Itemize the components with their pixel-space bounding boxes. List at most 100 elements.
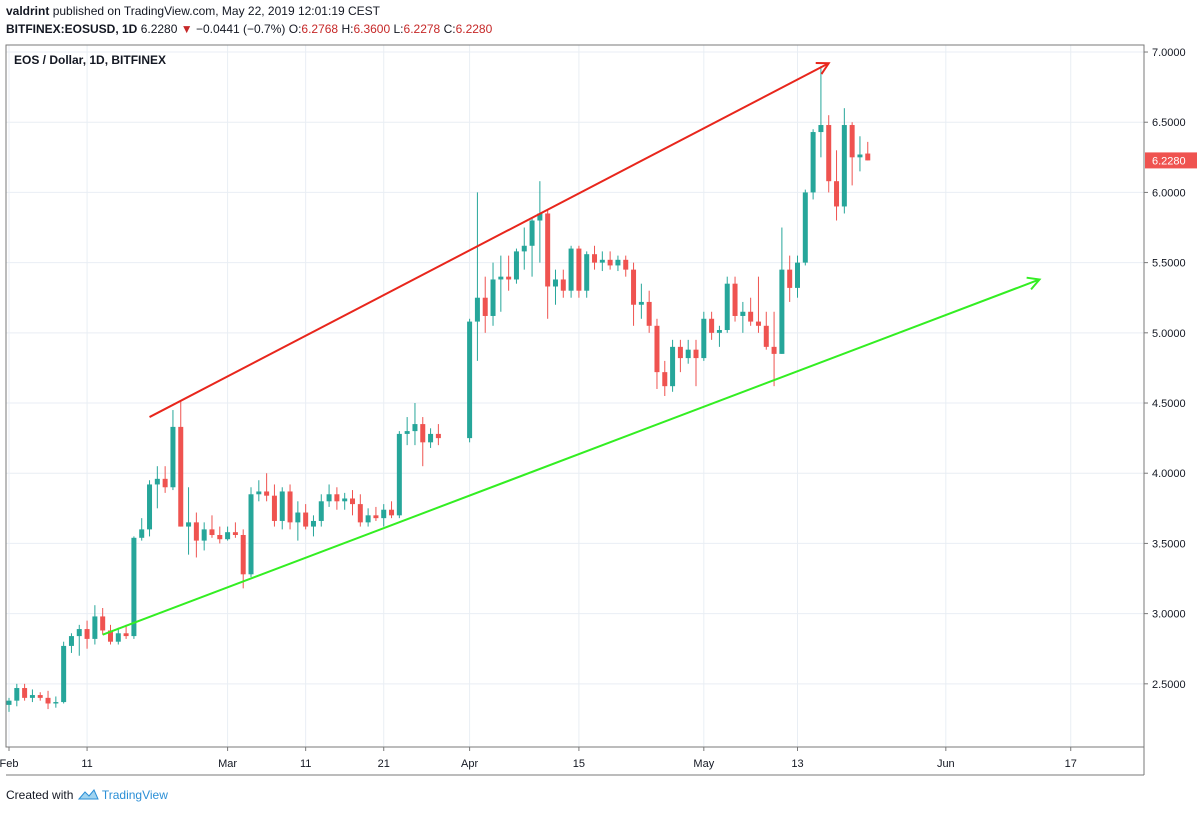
candle[interactable] <box>615 255 621 272</box>
candle[interactable] <box>271 484 277 527</box>
candle[interactable] <box>365 508 371 527</box>
candle[interactable] <box>29 689 35 703</box>
candle[interactable] <box>826 115 832 193</box>
candle[interactable] <box>654 318 660 389</box>
candle[interactable] <box>287 484 293 530</box>
candle[interactable] <box>404 417 410 446</box>
candle[interactable] <box>521 227 527 270</box>
candle[interactable] <box>552 269 558 305</box>
candle[interactable] <box>45 690 51 710</box>
candle[interactable] <box>209 515 215 538</box>
candle[interactable] <box>428 428 434 448</box>
tradingview-brand[interactable]: TradingView <box>101 788 168 802</box>
candle[interactable] <box>303 504 309 530</box>
candle[interactable] <box>755 276 761 333</box>
candle[interactable] <box>186 487 192 555</box>
candle[interactable] <box>537 181 543 263</box>
candle[interactable] <box>771 311 777 387</box>
candle[interactable] <box>646 290 652 333</box>
candle[interactable] <box>740 301 746 333</box>
candles[interactable] <box>6 66 871 712</box>
candle[interactable] <box>107 624 113 645</box>
candle[interactable] <box>162 466 168 493</box>
candle[interactable] <box>22 683 28 701</box>
candle[interactable] <box>37 692 43 701</box>
candle[interactable] <box>576 245 582 298</box>
candle[interactable] <box>748 297 754 326</box>
candle[interactable] <box>560 269 566 298</box>
candle[interactable] <box>61 641 67 704</box>
candle[interactable] <box>147 480 153 537</box>
candle[interactable] <box>724 276 730 333</box>
candle[interactable] <box>763 311 769 350</box>
candle[interactable] <box>264 473 270 502</box>
candle[interactable] <box>568 245 574 298</box>
candle[interactable] <box>865 141 871 161</box>
candle[interactable] <box>513 248 519 284</box>
candle[interactable] <box>326 484 332 507</box>
candle[interactable] <box>373 506 379 521</box>
candle[interactable] <box>115 627 121 645</box>
candle[interactable] <box>498 255 504 312</box>
candle[interactable] <box>467 318 473 443</box>
candle[interactable] <box>76 624 82 656</box>
candle[interactable] <box>529 217 535 277</box>
candle[interactable] <box>6 697 12 712</box>
candle[interactable] <box>217 526 223 544</box>
candle[interactable] <box>631 262 637 326</box>
candle[interactable] <box>154 466 160 509</box>
candle[interactable] <box>709 311 715 340</box>
candle[interactable] <box>350 490 356 516</box>
candle[interactable] <box>279 487 285 530</box>
candle[interactable] <box>84 620 90 649</box>
candle[interactable] <box>794 255 800 298</box>
candle[interactable] <box>662 360 668 396</box>
candle[interactable] <box>334 487 340 510</box>
author-name[interactable]: valdrint <box>6 4 50 18</box>
candle[interactable] <box>506 255 512 291</box>
resistance-trendline[interactable] <box>149 61 831 418</box>
candle[interactable] <box>92 605 98 645</box>
candle[interactable] <box>178 400 184 527</box>
candle[interactable] <box>389 501 395 519</box>
candle[interactable] <box>677 339 683 373</box>
candle[interactable] <box>240 529 246 589</box>
candle[interactable] <box>201 522 207 551</box>
candle[interactable] <box>701 311 707 361</box>
candle[interactable] <box>295 501 301 541</box>
price-axis[interactable]: 7.0000 6.5000 6.0000 5.5000 5.0000 4.5000 4.00… <box>1144 47 1186 691</box>
candle[interactable] <box>170 410 176 491</box>
candle[interactable] <box>834 150 840 221</box>
candle[interactable] <box>318 494 324 527</box>
candle[interactable] <box>248 487 254 578</box>
candle[interactable] <box>849 122 855 186</box>
candle[interactable] <box>123 624 129 639</box>
candle[interactable] <box>357 494 363 527</box>
candle[interactable] <box>420 417 426 467</box>
time-axis[interactable]: Feb 11 Mar 11 21 Apr 15 May 13 Jun 17 <box>0 747 1077 770</box>
candle[interactable] <box>716 325 722 347</box>
candle[interactable] <box>802 189 808 266</box>
candle[interactable] <box>857 136 863 172</box>
candle[interactable] <box>68 633 74 653</box>
candle[interactable] <box>490 262 496 326</box>
candle[interactable] <box>607 251 613 270</box>
candle[interactable] <box>381 504 387 527</box>
candle[interactable] <box>841 108 847 214</box>
candle[interactable] <box>779 227 785 354</box>
candle[interactable] <box>693 339 699 387</box>
candle[interactable] <box>670 339 676 392</box>
candle[interactable] <box>225 526 231 541</box>
candle[interactable] <box>310 515 316 537</box>
candle[interactable] <box>435 424 441 446</box>
candle[interactable] <box>474 192 480 361</box>
candle[interactable] <box>623 255 629 277</box>
candle[interactable] <box>482 276 488 333</box>
candle[interactable] <box>599 251 605 272</box>
candle[interactable] <box>100 608 106 635</box>
candle[interactable] <box>256 480 262 502</box>
candle[interactable] <box>810 129 816 200</box>
candle[interactable] <box>193 512 199 558</box>
candle[interactable] <box>232 522 238 538</box>
